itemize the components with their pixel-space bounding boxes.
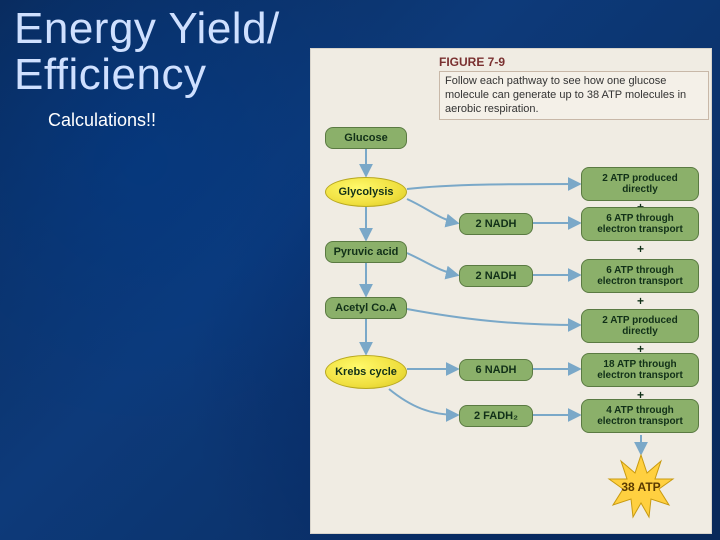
node-out-6: 4 ATP through electron transport xyxy=(581,399,699,433)
node-out-1: 2 ATP produced directly xyxy=(581,167,699,201)
title-line2: Efficiency xyxy=(14,50,207,99)
node-acetyl: Acetyl Co.A xyxy=(325,297,407,319)
node-out-4: 2 ATP produced directly xyxy=(581,309,699,343)
plus-2: + xyxy=(637,242,644,256)
plus-3: + xyxy=(637,294,644,308)
figure-caption: Follow each pathway to see how one gluco… xyxy=(439,71,709,120)
figure-panel: FIGURE 7-9 Follow each pathway to see ho… xyxy=(310,48,712,534)
node-out-2: 6 ATP through electron transport xyxy=(581,207,699,241)
title-line1: Energy Yield/ xyxy=(14,4,280,53)
node-glucose: Glucose xyxy=(325,127,407,149)
subtitle: Calculations!! xyxy=(48,110,156,131)
total-label: 38 ATP xyxy=(607,453,675,521)
node-out-3: 6 ATP through electron transport xyxy=(581,259,699,293)
node-nadh-1: 2 NADH xyxy=(459,213,533,235)
node-krebs: Krebs cycle xyxy=(325,355,407,389)
node-fadh2: 2 FADH₂ xyxy=(459,405,533,427)
figure-label: FIGURE 7-9 xyxy=(439,55,505,69)
node-nadh-2: 2 NADH xyxy=(459,265,533,287)
page-title: Energy Yield/ Efficiency xyxy=(14,6,280,98)
total-starburst: 38 ATP xyxy=(607,453,675,521)
node-out-5: 18 ATP through electron transport xyxy=(581,353,699,387)
node-pyruvic: Pyruvic acid xyxy=(325,241,407,263)
node-glycolysis: Glycolysis xyxy=(325,177,407,207)
node-nadh-3: 6 NADH xyxy=(459,359,533,381)
